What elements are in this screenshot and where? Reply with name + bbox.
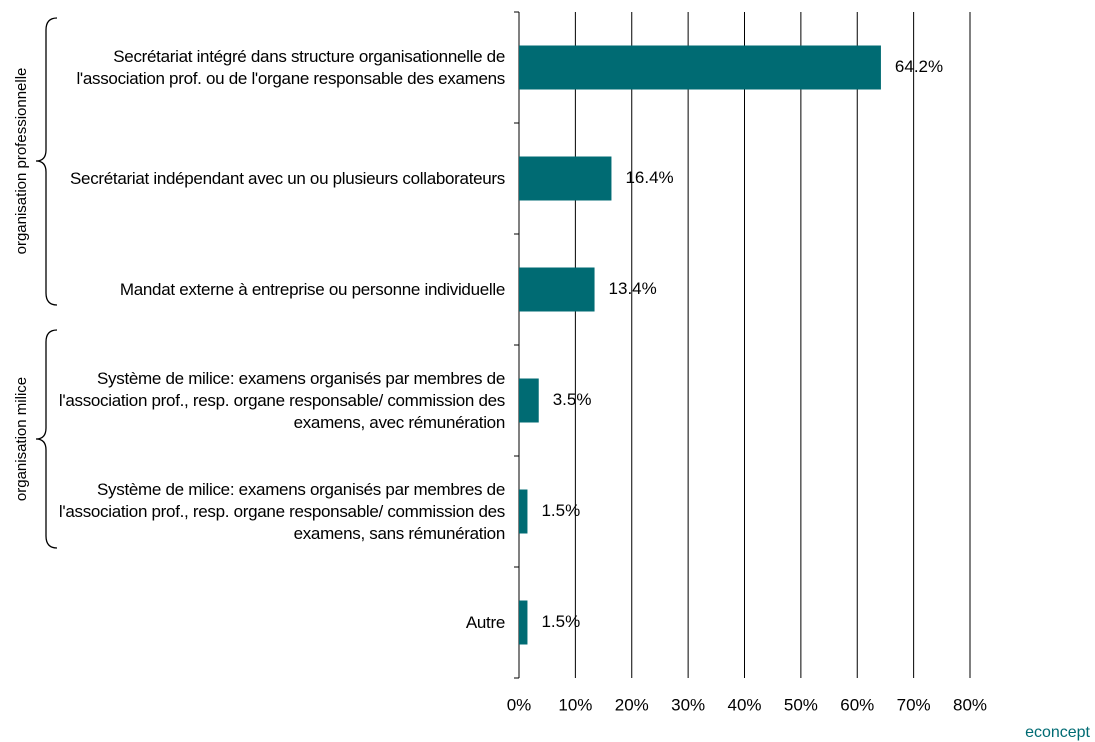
- x-tick-label: 20%: [615, 695, 649, 714]
- data-label: 13.4%: [609, 279, 657, 298]
- y-tick-label: Mandat externe à entreprise ou personne …: [119, 279, 505, 299]
- x-tick-label: 40%: [727, 695, 761, 714]
- x-tick-label: 50%: [784, 695, 818, 714]
- x-tick-label: 10%: [558, 695, 592, 714]
- data-label: 3.5%: [553, 390, 592, 409]
- x-tick-label: 30%: [671, 695, 705, 714]
- group-label: organisation professionnelle: [13, 68, 30, 255]
- y-tick-label-box: Secrétariat indépendant avec un ou plusi…: [50, 123, 505, 234]
- y-tick-label: Secrétariat intégré dans structure organ…: [76, 46, 505, 88]
- group-brace: [35, 329, 58, 549]
- data-label: 16.4%: [625, 168, 673, 187]
- bar: [519, 267, 595, 312]
- group-brace: [35, 17, 58, 306]
- data-label: 1.5%: [541, 612, 580, 631]
- bar: [519, 489, 528, 534]
- x-tick-label: 0%: [507, 695, 532, 714]
- x-tick-label: 80%: [953, 695, 987, 714]
- y-tick-label-box: Secrétariat intégré dans structure organ…: [50, 12, 505, 123]
- y-tick-label: Système de milice: examens organisés par…: [58, 479, 505, 543]
- y-tick-label: Autre: [465, 612, 505, 632]
- bar: [519, 156, 612, 201]
- x-tick-label: 60%: [840, 695, 874, 714]
- data-label: 64.2%: [895, 57, 943, 76]
- group-label: organisation milice: [13, 377, 30, 501]
- y-tick-label-box: Autre: [50, 567, 505, 678]
- bar: [519, 45, 881, 90]
- x-tick-label: 70%: [897, 695, 931, 714]
- y-tick-label: Secrétariat indépendant avec un ou plusi…: [70, 168, 505, 188]
- bar: [519, 600, 528, 645]
- data-label: 1.5%: [541, 501, 580, 520]
- bar: [519, 378, 539, 423]
- y-tick-label: Système de milice: examens organisés par…: [58, 368, 505, 432]
- footer: econcept: [1025, 724, 1090, 741]
- y-tick-label-box: Système de milice: examens organisés par…: [50, 345, 505, 456]
- y-tick-label-box: Mandat externe à entreprise ou personne …: [50, 234, 505, 345]
- y-tick-label-box: Système de milice: examens organisés par…: [50, 456, 505, 567]
